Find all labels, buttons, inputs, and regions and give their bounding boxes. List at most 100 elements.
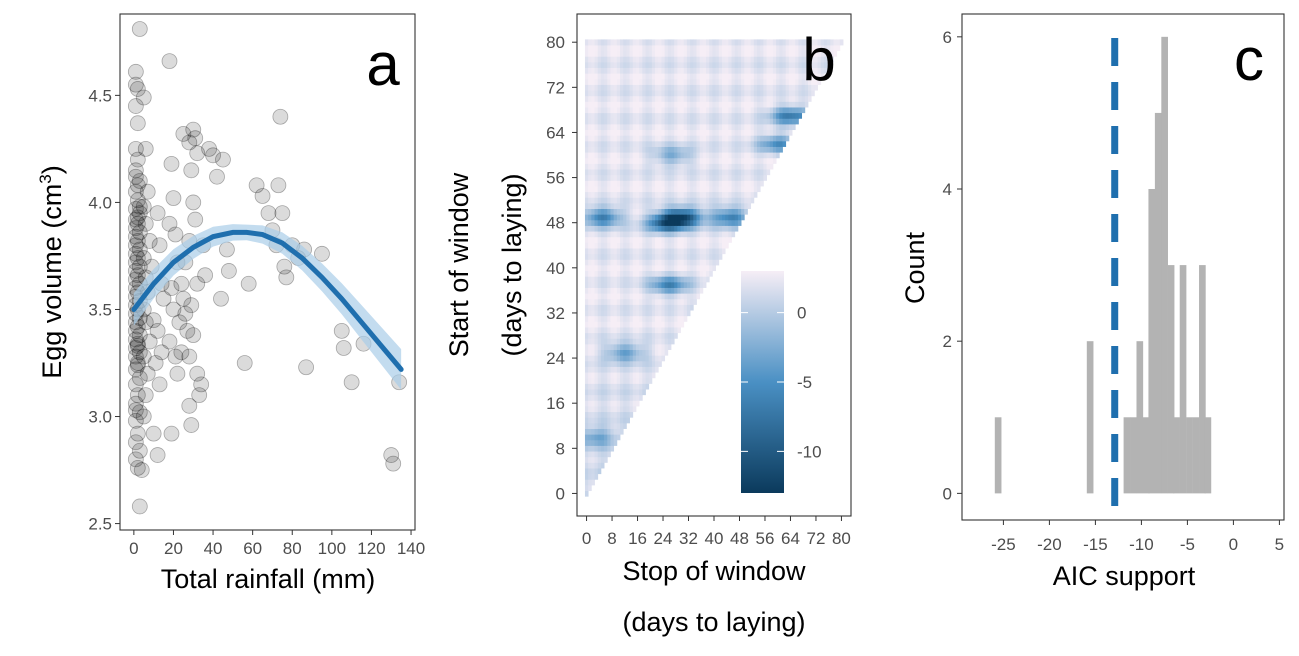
b-heatmap-cell [632,197,637,204]
b-heatmap-cell [591,473,595,480]
b-heatmap-cell [639,95,643,102]
b-heatmap-cell [584,422,589,429]
b-heatmap-cell [670,259,675,266]
b-heatmap-cell [747,180,752,187]
b-heatmap-cell [626,45,630,52]
b-heatmap-cell [776,152,780,159]
b-heatmap-cell [664,73,669,80]
b-heatmap-cell [664,242,669,249]
b-heatmap-cell [639,39,643,46]
b-heatmap-cell [792,123,796,131]
b-heatmap-cell [750,146,755,153]
b-heatmap-cell [610,417,615,424]
b-heatmap-cell [804,45,809,52]
a-x-tick-label: 40 [204,539,223,558]
b-heatmap-cell [584,214,589,221]
b-heatmap-cell [639,327,643,334]
b-heatmap-cell [610,146,615,153]
b-heatmap-cell [728,231,732,238]
b-heatmap-cell [584,406,589,413]
b-heatmap-cell [604,78,608,85]
b-heatmap-cell [674,135,678,142]
b-heatmap-cell [807,56,812,63]
b-heatmap-cell [588,78,592,85]
b-heatmap-cell [639,253,643,260]
b-heatmap-cell [639,197,643,204]
b-heatmap-cell [715,39,720,46]
b-heatmap-cell [591,174,595,181]
b-heatmap-cell [718,163,723,170]
b-heatmap-cell [648,231,653,238]
b-heatmap-cell [607,242,611,249]
b-heatmap-cell [769,107,774,114]
b-heatmap-cell [702,107,707,114]
b-heatmap-cell [597,439,602,446]
b-heatmap-cell [635,112,640,119]
b-heatmap-cell [597,304,602,311]
a-data-point [165,190,182,207]
b-heatmap-cell [734,84,739,91]
b-heatmap-cell [670,214,675,221]
b-heatmap-cell [620,129,624,136]
b-heatmap-cell [645,270,650,277]
b-heatmap-cell [604,180,608,187]
b-heatmap-cell [588,84,592,91]
b-heatmap-cell [658,152,662,159]
b-heatmap-cell [779,84,783,91]
b-heatmap-cell [623,174,627,181]
b-heatmap-cell [753,152,758,159]
b-heatmap-cell [642,112,646,119]
b-heatmap-cell [616,304,621,311]
b-heatmap-cell [699,174,704,181]
b-heatmap-cell [728,112,732,119]
b-heatmap-cell [747,163,752,170]
b-heatmap-cell [823,67,828,74]
b-heatmap-cell [670,95,675,102]
b-heatmap-cell [731,180,736,187]
b-heatmap-cell [600,140,605,147]
b-heatmap-cell [741,84,745,91]
b-heatmap-cell [728,152,732,159]
b-heatmap-cell [600,95,605,102]
b-heatmap-cell [629,180,634,187]
b-heatmap-cell [741,123,745,131]
b-heatmap-cell [718,107,723,114]
b-heatmap-cell [591,377,595,384]
b-heatmap-cell [782,84,787,91]
b-heatmap-cell [600,50,605,57]
b-heatmap-cell [747,67,752,74]
b-heatmap-cell [648,107,653,114]
b-heatmap-cell [670,208,675,215]
b-heatmap-cell [680,157,685,164]
b-heatmap-cell [734,180,739,187]
b-heatmap-cell [753,78,758,85]
b-heatmap-cell [600,135,605,142]
b-heatmap-cell [604,422,608,429]
b-heatmap-cell [626,61,630,68]
b-heatmap-cell [792,73,796,80]
b-heatmap-cell [712,135,716,142]
b-heatmap-cell [706,50,710,57]
b-heatmap-cell [712,208,716,215]
b-heatmap-cell [782,118,787,125]
b-heatmap-cell [664,349,669,356]
a-data-point [127,211,144,228]
b-heatmap-cell [626,400,630,407]
b-heatmap-cell [591,118,595,125]
b-heatmap-cell [588,56,592,63]
b-heatmap-cell [635,202,640,209]
b-heatmap-cell [613,180,618,187]
b-heatmap-cell [604,276,608,283]
b-heatmap-cell [734,129,739,136]
b-heatmap-cell [839,39,844,46]
b-heatmap-cell [830,50,834,57]
a-data-point [129,250,146,266]
b-heatmap-cell [655,293,659,300]
b-heatmap-cell [712,73,716,80]
b-heatmap-cell [658,332,662,339]
b-heatmap-cell [737,107,742,114]
b-heatmap-cell [664,202,669,209]
b-heatmap-cell [588,219,592,226]
b-heatmap-cell [677,208,681,215]
b-heatmap-cell [731,84,736,91]
